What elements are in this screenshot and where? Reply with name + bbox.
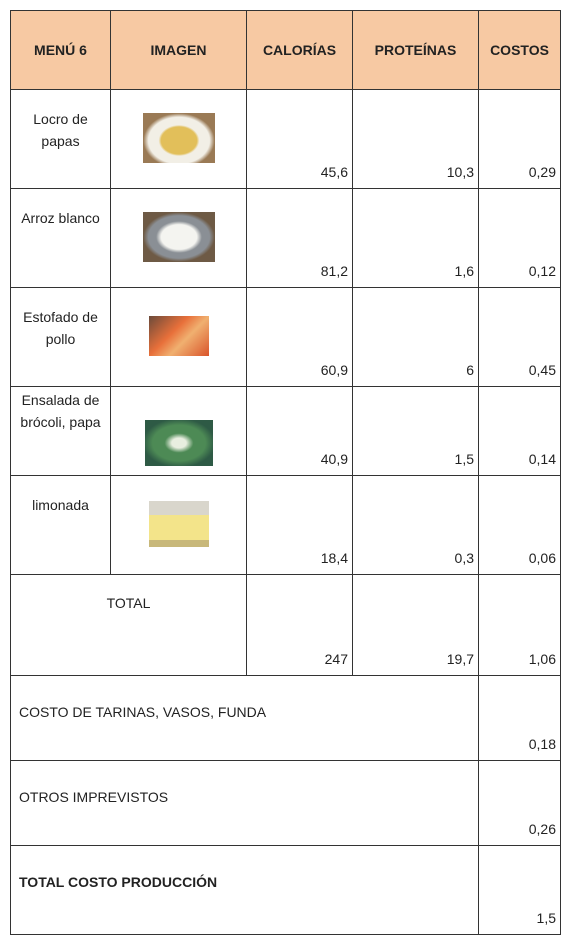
proteins: 10,3	[353, 90, 479, 189]
cost: 0,45	[479, 288, 561, 387]
cost: 0,12	[479, 189, 561, 288]
header-row: MENÚ 6 IMAGEN CALORÍAS PROTEÍNAS COSTOS	[11, 11, 561, 90]
extra-row: COSTO DE TARINAS, VASOS, FUNDA 0,18	[11, 676, 561, 761]
calories: 18,4	[247, 476, 353, 575]
header-cell: COSTOS	[479, 11, 561, 90]
total-row: TOTAL 247 19,7 1,06	[11, 575, 561, 676]
food-image	[149, 501, 209, 547]
extra-row: OTROS IMPREVISTOS 0,26	[11, 761, 561, 846]
item-name: Locro de papas	[11, 90, 111, 189]
item-name: Estofado de pollo	[11, 288, 111, 387]
item-row: Ensalada de brócoli, papa 40,9 1,5 0,14	[11, 387, 561, 476]
food-image	[149, 316, 209, 356]
calories: 60,9	[247, 288, 353, 387]
page: MENÚ 6 IMAGEN CALORÍAS PROTEÍNAS COSTOS …	[0, 0, 566, 838]
extra-label: COSTO DE TARINAS, VASOS, FUNDA	[11, 676, 479, 761]
food-image	[145, 420, 213, 466]
calories: 81,2	[247, 189, 353, 288]
total-calories: 247	[247, 575, 353, 676]
extra-value: 1,5	[479, 846, 561, 935]
item-name: Ensalada de brócoli, papa	[11, 387, 111, 476]
item-name: Arroz blanco	[11, 189, 111, 288]
calories: 40,9	[247, 387, 353, 476]
header-cell: MENÚ 6	[11, 11, 111, 90]
proteins: 6	[353, 288, 479, 387]
header-cell: PROTEÍNAS	[353, 11, 479, 90]
item-row: Locro de papas 45,6 10,3 0,29	[11, 90, 561, 189]
item-row: limonada 18,4 0,3 0,06	[11, 476, 561, 575]
extra-row: TOTAL COSTO PRODUCCIÓN 1,5	[11, 846, 561, 935]
image-cell	[111, 189, 247, 288]
proteins: 1,6	[353, 189, 479, 288]
header-cell: CALORÍAS	[247, 11, 353, 90]
image-cell	[111, 387, 247, 476]
extra-value: 0,26	[479, 761, 561, 846]
image-cell	[111, 476, 247, 575]
extra-label: TOTAL COSTO PRODUCCIÓN	[11, 846, 479, 935]
extra-value: 0,18	[479, 676, 561, 761]
item-name: limonada	[11, 476, 111, 575]
header-cell: IMAGEN	[111, 11, 247, 90]
proteins: 0,3	[353, 476, 479, 575]
total-label: TOTAL	[11, 575, 247, 676]
calories: 45,6	[247, 90, 353, 189]
item-row: Estofado de pollo 60,9 6 0,45	[11, 288, 561, 387]
total-proteins: 19,7	[353, 575, 479, 676]
food-image	[143, 113, 215, 163]
cost: 0,29	[479, 90, 561, 189]
proteins: 1,5	[353, 387, 479, 476]
image-cell	[111, 288, 247, 387]
extra-label: OTROS IMPREVISTOS	[11, 761, 479, 846]
cost: 0,14	[479, 387, 561, 476]
menu-table: MENÚ 6 IMAGEN CALORÍAS PROTEÍNAS COSTOS …	[10, 10, 561, 935]
image-cell	[111, 90, 247, 189]
item-row: Arroz blanco 81,2 1,6 0,12	[11, 189, 561, 288]
total-cost: 1,06	[479, 575, 561, 676]
cost: 0,06	[479, 476, 561, 575]
food-image	[143, 212, 215, 262]
